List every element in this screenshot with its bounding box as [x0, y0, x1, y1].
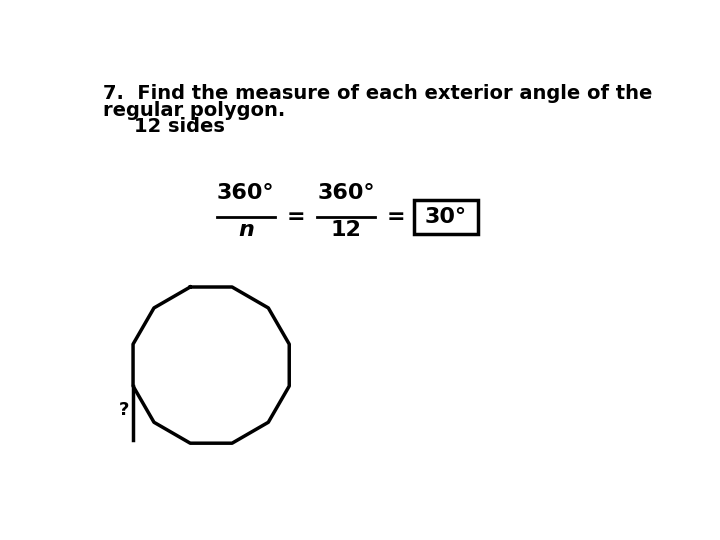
- Text: 12 sides: 12 sides: [134, 117, 225, 136]
- Text: n: n: [238, 220, 253, 240]
- Text: regular polygon.: regular polygon.: [104, 101, 286, 120]
- Text: ?: ?: [119, 401, 129, 419]
- Text: 7.  Find the measure of each exterior angle of the: 7. Find the measure of each exterior ang…: [104, 84, 653, 103]
- Text: =: =: [387, 207, 405, 227]
- Text: 30°: 30°: [425, 207, 467, 227]
- Text: 360°: 360°: [317, 184, 374, 204]
- Text: 360°: 360°: [217, 184, 274, 204]
- Text: =: =: [287, 207, 305, 227]
- Text: 12: 12: [330, 220, 361, 240]
- FancyBboxPatch shape: [414, 200, 478, 234]
